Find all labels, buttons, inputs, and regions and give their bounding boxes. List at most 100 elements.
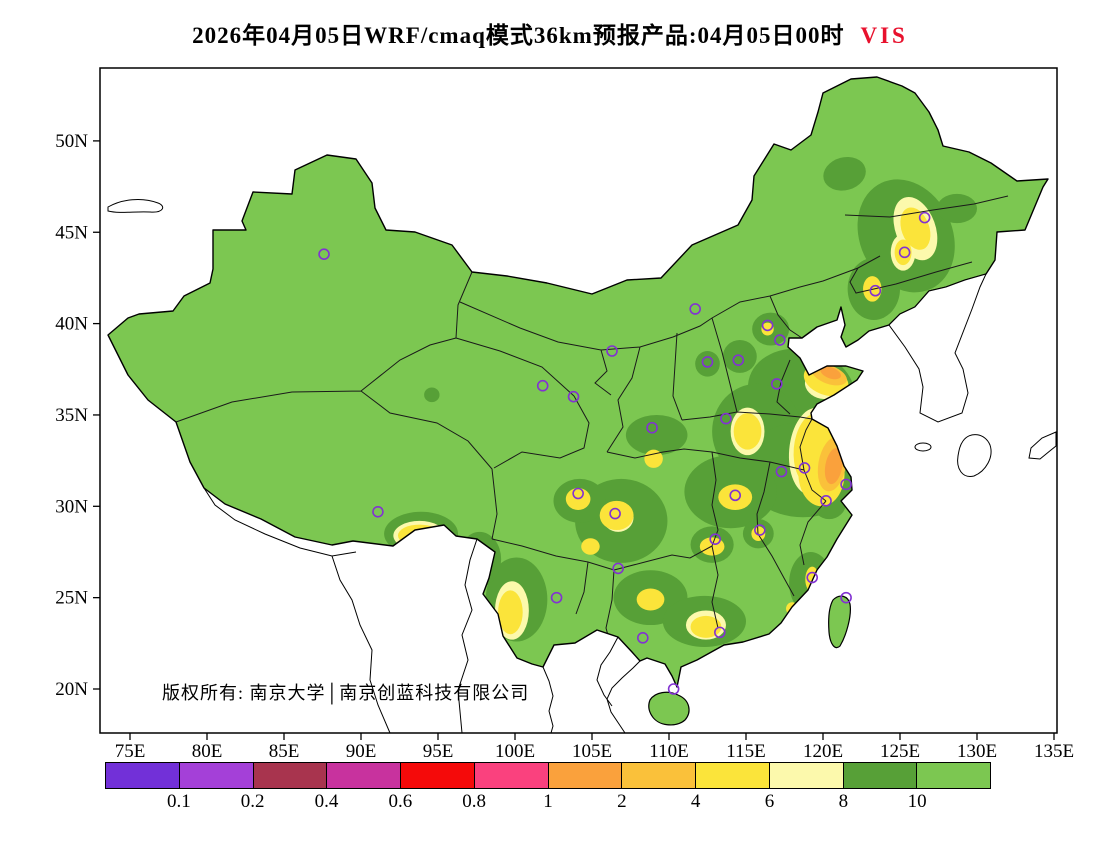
india-myanmar-coastline (331, 555, 391, 734)
legend-boundary-label: 8 (838, 791, 849, 812)
city-marker (840, 478, 852, 491)
page-title: 2026年04月05日WRF/cmaq模式36km预报产品:04月05日00时 V… (0, 16, 1100, 50)
contour-patch-8-10 (936, 193, 977, 224)
lon-tick-label: 90E (346, 741, 377, 762)
city-marker (567, 390, 580, 403)
city-marker (572, 487, 584, 500)
city-marker (536, 379, 549, 392)
city-markers (318, 211, 931, 695)
city-marker (770, 378, 783, 390)
legend-cell (326, 763, 400, 788)
lon-tick-label: 115E (726, 741, 765, 762)
city-marker (318, 248, 330, 260)
city-marker (840, 591, 852, 604)
city-marker (372, 505, 384, 518)
city-marker (612, 562, 624, 575)
legend-cell (916, 763, 990, 788)
city-marker (898, 246, 911, 259)
lon-tick-label: 85E (269, 741, 300, 762)
contour-patch-8-10 (424, 387, 440, 403)
legend-cell (252, 763, 327, 788)
city-marker (689, 303, 701, 315)
japan-honshu-coastline (1028, 431, 1057, 460)
city-marker (729, 489, 742, 502)
city-marker (775, 465, 788, 478)
legend-boundary-label: 0.1 (166, 791, 191, 812)
copyright: 版权所有: 南京大学│南京创蓝科技有限公司 (162, 683, 530, 703)
contour-patch-4-6 (498, 590, 523, 635)
legend-cell (621, 763, 695, 788)
province-borders (175, 195, 1009, 651)
contour-patch-8-10 (722, 340, 757, 373)
contour-patch-4-6 (894, 239, 912, 266)
legend-cell (842, 763, 917, 788)
city-marker (550, 591, 563, 604)
city-marker (820, 495, 832, 507)
lon-tick-label: 125E (880, 741, 920, 762)
legend-cell (547, 763, 622, 788)
laos-vietnam-border (596, 636, 619, 707)
lat-tick-label: 35N (55, 405, 88, 426)
legend-boundary-label: 6 (764, 791, 775, 812)
vietnam-coastline (606, 660, 641, 734)
legend-boundary-label: 0.8 (462, 791, 487, 812)
contour-patch-8-10 (695, 351, 720, 377)
lat-tick-label: 30N (55, 496, 88, 517)
hainan-island (648, 691, 690, 726)
legend-boundary-label: 4 (690, 791, 701, 812)
jeju-island-outline (914, 442, 932, 452)
legend: 0.1 0.2 0.4 0.6 0.8 1 2 4 6 8 10 (105, 762, 991, 817)
lon-tick-label: 110E (649, 741, 688, 762)
city-marker (732, 354, 745, 366)
city-marker (774, 334, 786, 346)
contour-patch-4-6 (581, 538, 600, 555)
lat-tick-label: 20N (55, 679, 88, 700)
city-marker (667, 683, 680, 695)
legend-boundary-label: 0.4 (314, 791, 339, 812)
lat-tick-label: 40N (55, 314, 88, 335)
title-variable: VIS (860, 23, 908, 48)
legend-cell (768, 763, 843, 788)
city-marker (606, 345, 618, 357)
city-marker (609, 507, 621, 520)
city-marker (714, 626, 726, 639)
china-landmass (108, 77, 1048, 687)
myanmar-interior-border (457, 538, 478, 734)
legend-cell (106, 763, 179, 788)
legend-boundary-label: 0.2 (240, 791, 265, 812)
city-marker (709, 533, 722, 545)
japan-kyushu-coastline (957, 434, 992, 477)
contour-patch-4-6 (644, 449, 663, 468)
lat-tick-label: 50N (55, 131, 88, 152)
city-marker (798, 462, 811, 474)
contour-patch-4-6 (397, 524, 442, 547)
lon-tick-label: 130E (957, 741, 997, 762)
lon-tick-label: 100E (495, 741, 535, 762)
city-marker (918, 211, 931, 224)
contour-patch-4-6 (761, 322, 774, 336)
city-marker (869, 284, 882, 297)
lon-tick-label: 75E (115, 741, 146, 762)
contour-patch-8-10 (823, 156, 866, 191)
axis-ticks (93, 140, 1055, 740)
city-marker (754, 524, 766, 536)
lon-tick-label: 80E (192, 741, 223, 762)
legend-boundary-label: 1 (543, 791, 553, 812)
city-marker (761, 319, 774, 332)
lon-tick-label: 135E (1034, 741, 1074, 762)
lon-tick-label: 95E (423, 741, 454, 762)
lon-tick-label: 105E (572, 741, 612, 762)
legend-cell (400, 763, 474, 788)
contour-patch-1-2 (820, 366, 842, 380)
korea-coastline (888, 273, 987, 423)
lon-tick-label: 120E (803, 741, 843, 762)
contour-patch-4-6 (636, 588, 665, 611)
city-marker (646, 421, 658, 434)
lat-tick-label: 45N (55, 222, 88, 243)
contour-patch-1-2 (824, 448, 843, 485)
legend-cell (178, 763, 253, 788)
mekong-border-line (542, 666, 554, 734)
city-marker (637, 632, 649, 644)
